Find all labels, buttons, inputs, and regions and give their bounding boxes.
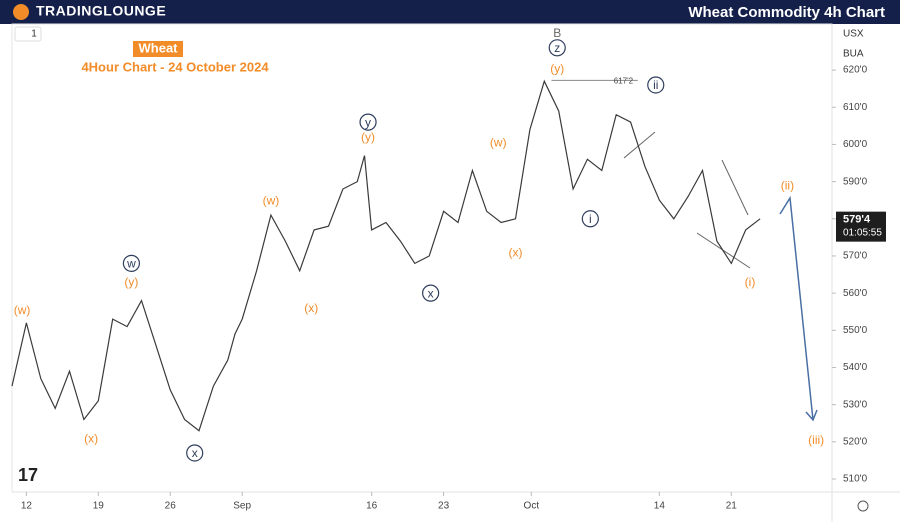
wave-label: x <box>428 286 434 300</box>
y-tick-label: 530'0 <box>843 399 868 410</box>
wave-label: (w) <box>14 303 31 317</box>
interval[interactable]: 1 <box>31 29 37 40</box>
y-tick-label: 560'0 <box>843 288 868 299</box>
x-tick-label: Oct <box>524 501 540 512</box>
plot-area <box>11 23 833 493</box>
wave-label: i <box>589 212 592 226</box>
wave-circle <box>647 76 665 94</box>
currency[interactable]: USX <box>843 29 864 40</box>
wave-label: (w) <box>490 135 507 149</box>
wave-label: x <box>192 446 198 460</box>
countdown: 01:05:55 <box>843 227 882 238</box>
trend-line <box>721 159 749 216</box>
y-tick-label: 510'0 <box>843 474 868 485</box>
logo-icon <box>13 4 29 20</box>
wave-label: ii <box>653 78 658 92</box>
settings-icon[interactable] <box>857 500 869 512</box>
x-tick-label: 14 <box>654 501 666 512</box>
x-tick-label: 19 <box>93 501 105 512</box>
x-tick-label: 23 <box>438 501 450 512</box>
level-label: 617'2 <box>614 76 634 85</box>
wave-circle <box>122 254 141 272</box>
last-price: 579'4 <box>843 214 871 226</box>
chart-title: Wheat <box>139 40 179 55</box>
exchange[interactable]: BUA <box>843 49 864 60</box>
wave-label: (y) <box>361 130 375 144</box>
tv-logo: 17 <box>18 465 38 485</box>
wave-label: B <box>553 26 561 40</box>
wave-label: z <box>554 41 560 55</box>
y-tick-label: 600'0 <box>843 139 868 150</box>
title-badge <box>133 41 183 57</box>
interval-button[interactable] <box>14 26 42 42</box>
wave-label: (x) <box>509 245 523 259</box>
wave-label: (y) <box>550 61 564 75</box>
wave-label: (w) <box>263 193 280 207</box>
wave-label: (y) <box>124 275 138 289</box>
y-tick-label: 550'0 <box>843 325 868 336</box>
projection-arrow <box>779 195 818 422</box>
wave-label: (ii) <box>781 178 794 192</box>
y-tick-label: 610'0 <box>843 102 868 113</box>
last-price-box <box>836 211 886 242</box>
x-tick-label: 16 <box>366 501 378 512</box>
chart-subtitle: 4Hour Chart - 24 October 2024 <box>81 59 269 74</box>
y-tick-label: 540'0 <box>843 362 868 373</box>
wave-circle <box>548 39 566 57</box>
x-tick-label: 12 <box>21 501 33 512</box>
logo: TRADINGLOUNGE <box>36 3 166 19</box>
header-title: Wheat Commodity 4h Chart <box>688 4 885 21</box>
x-tick-label: 26 <box>165 501 177 512</box>
header-bar <box>0 0 900 24</box>
wave-label: (x) <box>304 301 318 315</box>
x-tick-label: 21 <box>726 501 738 512</box>
wave-circle <box>422 284 440 302</box>
y-tick-label: 520'0 <box>843 436 868 447</box>
wave-label: (x) <box>84 431 98 445</box>
price-line <box>11 79 761 432</box>
wave-circle <box>359 113 377 131</box>
x-tick-label: Sep <box>233 501 251 512</box>
y-tick-label: 570'0 <box>843 251 868 262</box>
wave-label: (iii) <box>808 433 824 447</box>
wave-label: (i) <box>745 275 756 289</box>
wave-label: w <box>126 257 136 271</box>
wave-label: y <box>365 115 371 129</box>
wave-circle <box>186 444 204 462</box>
y-tick-label: 590'0 <box>843 176 868 187</box>
y-tick-label: 620'0 <box>843 65 868 76</box>
trend-line <box>623 131 656 159</box>
wave-circle <box>581 210 599 228</box>
